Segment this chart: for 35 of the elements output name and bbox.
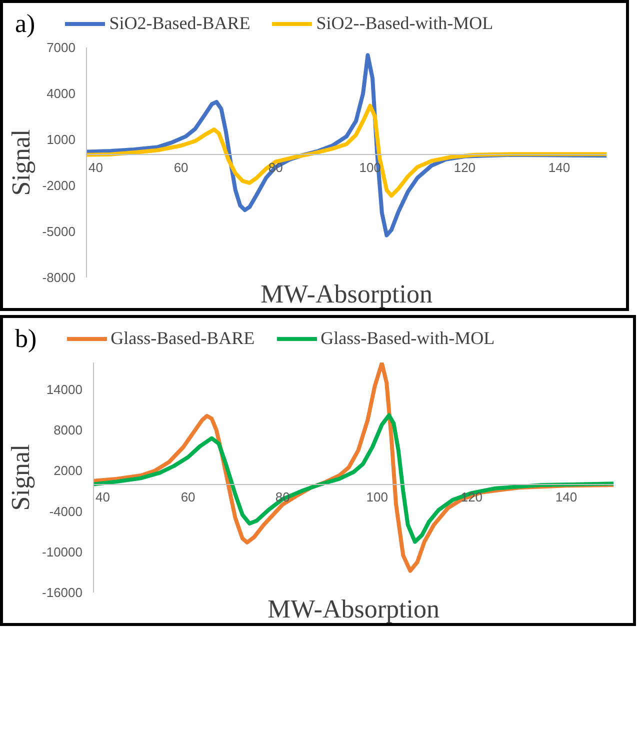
x-tick-label: 100 [366, 489, 388, 504]
y-tick-label: -2000 [42, 178, 76, 193]
line-series [86, 104, 606, 198]
x-tick-label: 120 [460, 489, 483, 504]
x-tick-label: 80 [268, 160, 283, 175]
y-tick-label: -8000 [42, 270, 76, 285]
y-axis-title: Signal [6, 129, 36, 196]
x-tick-label: 80 [275, 489, 290, 504]
x-tick-label: 60 [174, 160, 188, 175]
x-tick-label: 120 [454, 160, 476, 175]
y-tick-label: -10000 [42, 544, 83, 560]
legend-label: Glass-Based-BARE [110, 326, 255, 350]
chart-title: b) [15, 323, 37, 355]
y-tick-label: 8000 [54, 422, 82, 438]
y-tick-label: 4000 [46, 86, 76, 101]
y-tick-label: -4000 [49, 504, 82, 519]
y-tick-label: 1000 [46, 132, 76, 147]
x-tick-label: 60 [180, 489, 196, 504]
x-tick-label: 40 [96, 489, 110, 504]
x-axis-title: MW-Absorption [260, 280, 432, 308]
y-axis-title: Signal [6, 444, 36, 511]
x-tick-label: 40 [88, 160, 103, 175]
x-tick-label: 140 [548, 160, 570, 175]
line-series [94, 413, 614, 544]
x-tick-label: 140 [555, 489, 578, 504]
x-axis-title: MW-Absorption [268, 594, 440, 624]
y-tick-label: 2000 [54, 463, 82, 478]
legend-label: Glass-Based-with-MOL [320, 326, 495, 350]
y-tick-label: 14000 [46, 382, 83, 398]
y-tick-label: 7000 [46, 40, 76, 55]
y-tick-label: -5000 [42, 224, 76, 239]
legend-label: SiO2--Based-with-MOL [315, 12, 494, 35]
legend-label: SiO2-Based-BARE [108, 12, 250, 35]
y-tick-label: -16000 [42, 585, 83, 600]
chart-title: a) [15, 8, 36, 40]
